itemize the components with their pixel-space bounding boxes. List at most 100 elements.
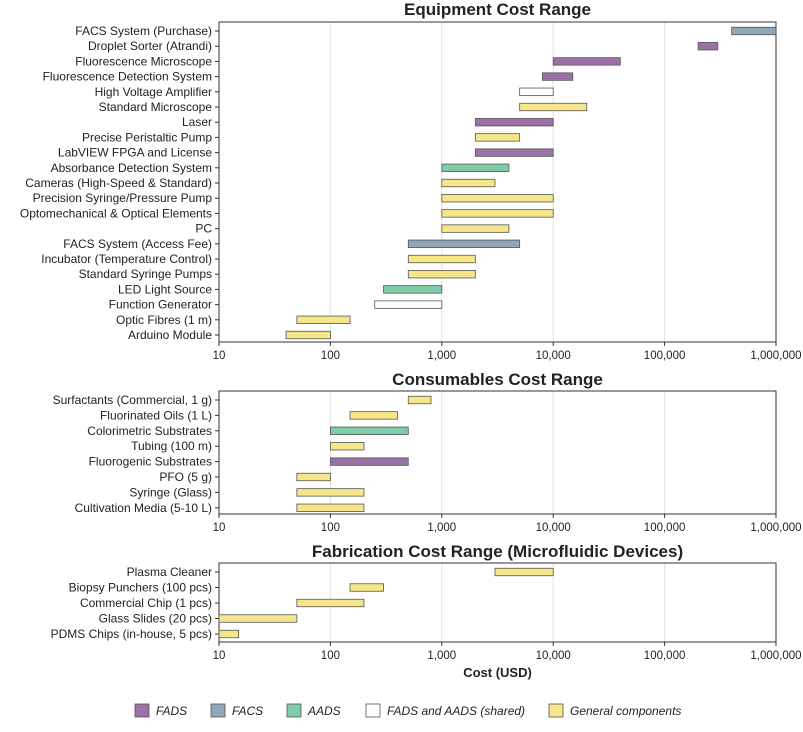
panel-1-category-label: Laser	[182, 115, 212, 129]
legend-label: General components	[570, 704, 681, 718]
panel-1-category-label: PC	[195, 222, 212, 236]
panel-2-title: Consumables Cost Range	[392, 370, 603, 389]
panel-3-category-label: Biopsy Punchers (100 pcs)	[69, 581, 212, 595]
panel-2-range-bar	[329, 426, 409, 435]
panel-2-category-label: Surfactants (Commercial, 1 g)	[53, 393, 212, 407]
panel-3-tick-label: 100	[321, 650, 340, 662]
panel-1-range-bar	[441, 209, 554, 218]
panel-1-category-label: Droplet Sorter (Atrandi)	[88, 39, 212, 53]
panel-2-tick-label: 1,000,000	[750, 522, 801, 534]
panel-1-range-bar	[374, 300, 443, 309]
panel-1-range-bar	[407, 254, 476, 264]
panel-1-range-bar	[519, 102, 588, 112]
legend-label: FADS and AADS (shared)	[387, 704, 525, 718]
panel-1-category-label: High Voltage Amplifier	[95, 85, 212, 99]
panel-2-category-label: Cultivation Media (5-10 L)	[75, 501, 212, 515]
panel-2-tick-label: 1,000	[427, 522, 456, 534]
panel-3-title: Fabrication Cost Range (Microfluidic Dev…	[312, 542, 683, 561]
panel-1-category-label: Arduino Module	[128, 328, 212, 342]
panel-1-range-bar	[542, 72, 574, 81]
panel-3-category-label: Commercial Chip (1 pcs)	[80, 596, 212, 610]
panel-1-category-label: Precise Peristaltic Pump	[82, 130, 212, 144]
panel-1-range-bar	[296, 315, 351, 324]
panel-1-category-label: Cameras (High-Speed & Standard)	[25, 176, 212, 190]
panel-1-category-label: Standard Syringe Pumps	[79, 267, 212, 281]
panel-1-range-bar	[407, 239, 521, 248]
panel-3-category-label: PDMS Chips (in-house, 5 pcs)	[51, 627, 212, 641]
panel-1-tick-label: 10,000	[536, 350, 571, 362]
panel-3-category-label: Plasma Cleaner	[127, 565, 212, 579]
panel-1-tick-label: 100	[321, 350, 340, 362]
panel-1-category-label: Function Generator	[109, 298, 212, 312]
legend-swatch	[365, 703, 381, 718]
panel-2-category-label: Syringe (Glass)	[129, 485, 212, 499]
panel-3-tick-label: 10,000	[536, 650, 571, 662]
panel-1-range-bar	[285, 330, 331, 340]
legend-swatch	[134, 703, 150, 718]
legend-swatch	[286, 703, 302, 718]
panel-1-range-bar	[441, 224, 510, 233]
panel-1-range-bar	[383, 285, 443, 294]
panel-3-range-bar	[218, 629, 240, 639]
panel-3-tick-label: 1,000	[427, 650, 456, 662]
panel-1-category-label: LabVIEW FPGA and License	[58, 146, 212, 160]
panel-1-category-label: FACS System (Access Fee)	[63, 237, 212, 251]
panel-1-category-label: Incubator (Temperature Control)	[41, 252, 212, 266]
panel-1-range-bar	[474, 148, 554, 157]
legend-label: FACS	[232, 704, 263, 718]
panel-2-tick-label: 100,000	[644, 522, 686, 534]
panel-1-range-bar	[441, 194, 554, 203]
legend-swatch	[210, 703, 226, 718]
panel-1-category-label: Optic Fibres (1 m)	[116, 313, 212, 327]
panel-2-range-bar	[349, 411, 398, 420]
panel-2-range-bar	[329, 442, 365, 451]
panel-3-range-bar	[494, 567, 554, 577]
panel-1-range-bar	[474, 133, 521, 142]
panel-3-category-label: Glass Slides (20 pcs)	[99, 612, 212, 626]
panel-1-title: Equipment Cost Range	[404, 0, 591, 19]
panel-1-category-label: Fluorescence Microscope	[75, 54, 212, 68]
panel-2-tick-label: 100	[321, 522, 340, 534]
panel-1-range-bar	[731, 26, 777, 36]
panel-1-range-bar	[519, 87, 554, 96]
panel-2-range-bar	[296, 503, 365, 512]
legend-swatch	[548, 703, 564, 718]
panel-1-range-bar	[697, 42, 719, 51]
panel-1-category-label: FACS System (Purchase)	[75, 24, 212, 38]
panel-1-category-label: LED Light Source	[118, 282, 212, 296]
panel-3-range-bar	[296, 598, 365, 608]
legend-label: FADS	[156, 704, 187, 718]
panel-1-tick-label: 100,000	[644, 350, 686, 362]
legend-label: AADS	[307, 704, 341, 718]
panel-1-range-bar	[552, 57, 621, 66]
panel-1-range-bar	[474, 118, 554, 127]
panel-2-range-bar	[407, 395, 432, 405]
panel-2-category-label: Colorimetric Substrates	[87, 424, 212, 438]
panel-3-tick-label: 1,000,000	[750, 650, 801, 662]
panel-1-category-label: Standard Microscope	[99, 100, 213, 114]
panel-1-category-label: Precision Syringe/Pressure Pump	[33, 191, 213, 205]
panel-2-category-label: Fluorogenic Substrates	[89, 455, 212, 469]
panel-1-range-bar	[441, 163, 510, 172]
panel-2-range-bar	[329, 457, 409, 466]
panel-2-range-bar	[296, 488, 365, 497]
panel-2-tick-label: 10,000	[536, 522, 571, 534]
panel-1-range-bar	[441, 178, 496, 188]
panel-3-tick-label: 100,000	[644, 650, 686, 662]
panel-3-tick-label: 10	[213, 650, 226, 662]
panel-1-category-label: Fluorescence Detection System	[43, 70, 212, 84]
panel-3-range-bar	[218, 614, 298, 623]
panel-1-category-label: Absorbance Detection System	[51, 161, 212, 175]
panel-2-category-label: Tubing (100 m)	[131, 439, 212, 453]
panel-2-frame	[218, 390, 777, 515]
panel-2-category-label: Fluorinated Oils (1 L)	[100, 408, 212, 422]
panel-3-range-bar	[349, 583, 384, 592]
panel-1-frame	[218, 21, 777, 343]
panel-2-range-bar	[296, 472, 331, 482]
panel-1-range-bar	[407, 270, 476, 279]
panel-1-tick-label: 1,000,000	[750, 350, 801, 362]
panel-1-category-label: Optomechanical & Optical Elements	[20, 206, 212, 220]
panel-2-tick-label: 10	[213, 522, 226, 534]
